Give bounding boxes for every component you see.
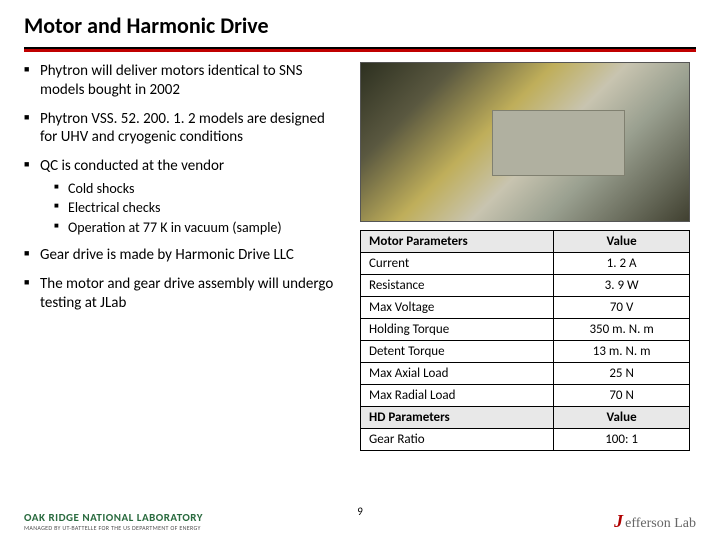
ornl-subtitle: MANAGED BY UT-BATTELLE FOR THE US DEPART…: [24, 525, 203, 531]
param-cell: Resistance: [361, 275, 554, 297]
param-cell: Detent Torque: [361, 341, 554, 363]
slide-header: Motor and Harmonic Drive: [0, 0, 720, 45]
bullet-item: Phytron will deliver motors identical to…: [24, 62, 344, 100]
left-column: Phytron will deliver motors identical to…: [24, 62, 344, 451]
table-header-param: Motor Parameters: [361, 231, 554, 253]
param-cell: Max Radial Load: [361, 385, 554, 407]
value-cell: 13 m. N. m: [554, 341, 690, 363]
table-header-value: Value: [554, 407, 690, 429]
right-column: Motor Parameters Value Current1. 2 A Res…: [360, 62, 696, 451]
table-header-row: Motor Parameters Value: [361, 231, 690, 253]
content-area: Phytron will deliver motors identical to…: [0, 52, 720, 451]
parameters-table: Motor Parameters Value Current1. 2 A Res…: [360, 230, 690, 451]
table-header-row: HD Parameters Value: [361, 407, 690, 429]
table-row: Max Voltage70 V: [361, 297, 690, 319]
sub-bullet-item: Electrical checks: [54, 199, 344, 217]
footer: OAK RIDGE NATIONAL LABORATORY MANAGED BY…: [24, 511, 696, 532]
table-header-param: HD Parameters: [361, 407, 554, 429]
param-cell: Max Axial Load: [361, 363, 554, 385]
value-cell: 100: 1: [554, 429, 690, 451]
motor-photo: [360, 62, 690, 222]
table-row: Holding Torque350 m. N. m: [361, 319, 690, 341]
value-cell: 25 N: [554, 363, 690, 385]
jlab-logo: Jefferson Lab: [614, 511, 696, 532]
param-cell: Max Voltage: [361, 297, 554, 319]
ornl-logo: OAK RIDGE NATIONAL LABORATORY MANAGED BY…: [24, 512, 203, 531]
bullet-text: QC is conducted at the vendor: [40, 157, 224, 175]
bullet-list: Phytron will deliver motors identical to…: [24, 62, 344, 313]
slide-title: Motor and Harmonic Drive: [24, 12, 696, 39]
bullet-item: The motor and gear drive assembly will u…: [24, 275, 344, 313]
table-header-value: Value: [554, 231, 690, 253]
bullet-item: QC is conducted at the vendor Cold shock…: [24, 157, 344, 236]
param-cell: Gear Ratio: [361, 429, 554, 451]
value-cell: 350 m. N. m: [554, 319, 690, 341]
value-cell: 3. 9 W: [554, 275, 690, 297]
table-row: Detent Torque13 m. N. m: [361, 341, 690, 363]
table-row: Current1. 2 A: [361, 253, 690, 275]
table-row: Resistance3. 9 W: [361, 275, 690, 297]
bullet-item: Gear drive is made by Harmonic Drive LLC: [24, 246, 344, 265]
value-cell: 70 V: [554, 297, 690, 319]
param-cell: Holding Torque: [361, 319, 554, 341]
jlab-rest: efferson Lab: [625, 516, 696, 532]
ornl-name: OAK RIDGE NATIONAL LABORATORY: [24, 512, 203, 523]
jlab-j: J: [614, 511, 623, 532]
sub-bullet-list: Cold shocks Electrical checks Operation …: [40, 180, 344, 237]
bullet-item: Phytron VSS. 52. 200. 1. 2 models are de…: [24, 110, 344, 148]
param-cell: Current: [361, 253, 554, 275]
table-row: Max Axial Load25 N: [361, 363, 690, 385]
sub-bullet-item: Cold shocks: [54, 180, 344, 198]
sub-bullet-item: Operation at 77 K in vacuum (sample): [54, 219, 344, 237]
value-cell: 1. 2 A: [554, 253, 690, 275]
value-cell: 70 N: [554, 385, 690, 407]
table-row: Gear Ratio100: 1: [361, 429, 690, 451]
table-row: Max Radial Load70 N: [361, 385, 690, 407]
